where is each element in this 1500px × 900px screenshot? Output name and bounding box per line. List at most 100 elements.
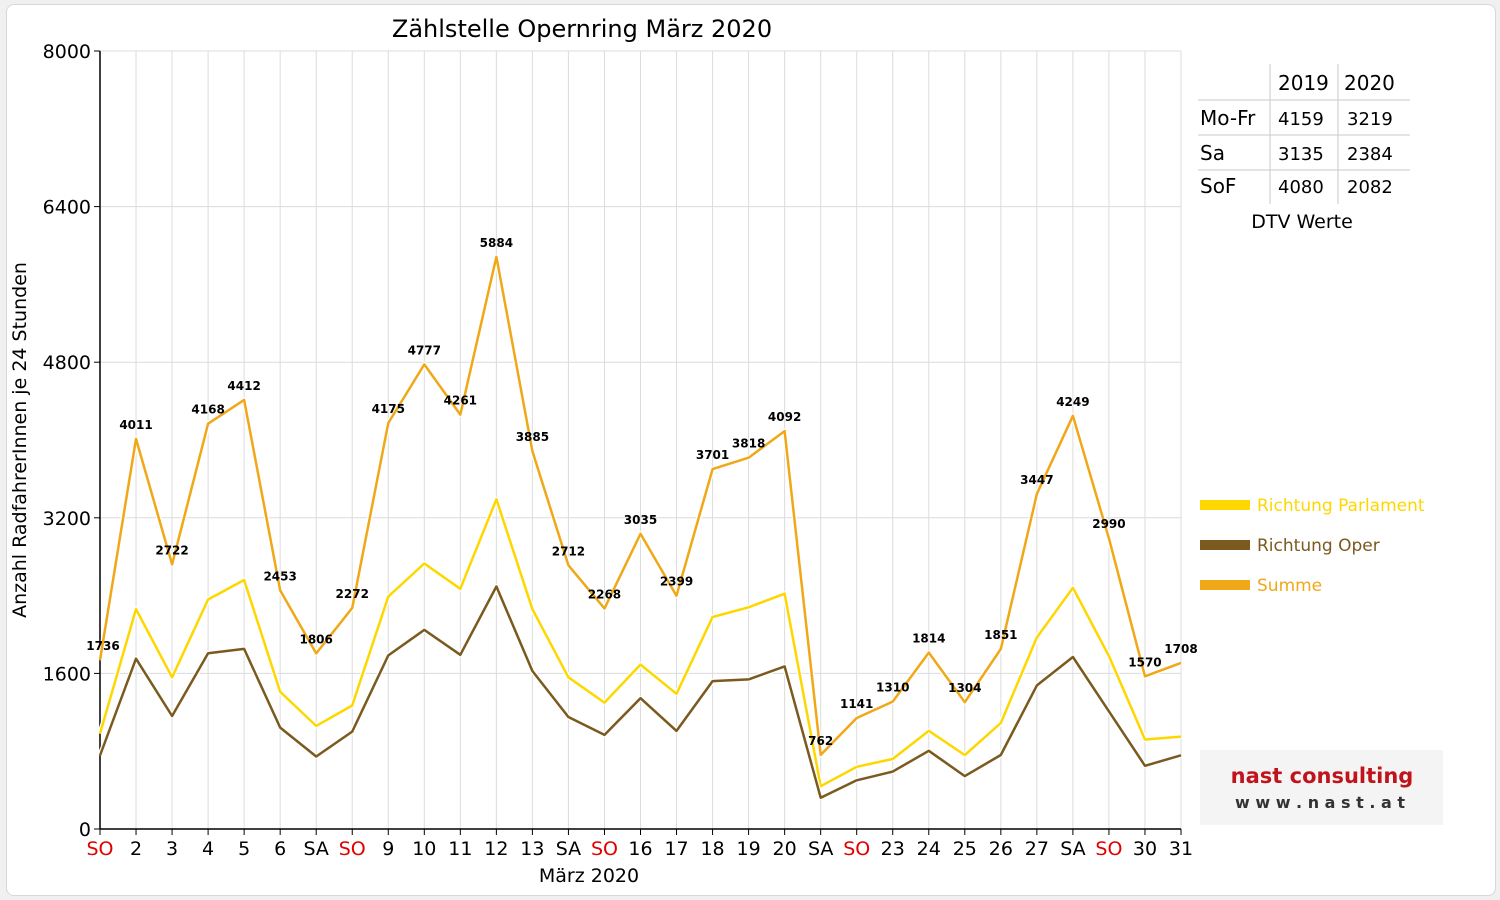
data-label: 4412 bbox=[227, 379, 260, 393]
dtv-table: 2019 2020 Mo-Fr 4159 3219 Sa 3135 2384 S… bbox=[1198, 64, 1410, 233]
x-tick-label: 19 bbox=[737, 838, 761, 860]
x-tick-label: SO bbox=[591, 838, 618, 860]
series-line-richtung-parlament bbox=[98, 498, 1182, 788]
x-tick-label: 6 bbox=[274, 838, 286, 860]
dtv-row-label: Sa bbox=[1200, 141, 1225, 165]
data-label: 1304 bbox=[948, 681, 981, 695]
data-label: 1814 bbox=[912, 632, 945, 646]
y-axis-label: Anzahl RadfahrerInnen je 24 Stunden bbox=[9, 262, 31, 618]
dtv-row-label: SoF bbox=[1200, 174, 1236, 198]
x-tick-label: 17 bbox=[664, 838, 688, 860]
x-tick-label: SO bbox=[86, 838, 113, 860]
data-label: 3701 bbox=[696, 448, 729, 462]
y-tick-label: 3200 bbox=[43, 508, 91, 530]
data-label: 4092 bbox=[768, 410, 801, 424]
data-label: 1141 bbox=[840, 697, 873, 711]
legend-label-summe: Summe bbox=[1257, 576, 1322, 596]
data-label: 1570 bbox=[1128, 655, 1161, 669]
logo-url: w w w . n a s t . a t bbox=[1235, 793, 1405, 812]
data-label: 3818 bbox=[732, 437, 765, 451]
legend: Richtung Parlament Richtung Oper Summe bbox=[1200, 496, 1425, 596]
data-label: 2399 bbox=[660, 575, 693, 589]
legend-swatch-parlament bbox=[1200, 500, 1250, 510]
dtv-row-label: Mo-Fr bbox=[1200, 106, 1256, 130]
dtv-caption: DTV Werte bbox=[1251, 211, 1353, 233]
x-tick-label: 26 bbox=[989, 838, 1013, 860]
x-tick-label: 4 bbox=[202, 838, 214, 860]
x-tick-label: 24 bbox=[917, 838, 941, 860]
legend-swatch-oper bbox=[1200, 540, 1250, 550]
dtv-header-2020: 2020 bbox=[1344, 71, 1395, 95]
x-tick-label: 5 bbox=[238, 838, 250, 860]
series-lines bbox=[97, 254, 1182, 801]
x-tick-label: SA bbox=[556, 838, 581, 860]
nast-consulting-logo: nast consulting w w w . n a s t . a t bbox=[1200, 750, 1443, 825]
dtv-cell: 4080 bbox=[1278, 177, 1324, 198]
data-label: 4261 bbox=[444, 394, 477, 408]
legend-label-parlament: Richtung Parlament bbox=[1257, 496, 1425, 516]
y-tick-label: 1600 bbox=[43, 663, 91, 685]
series-line-summe bbox=[98, 255, 1182, 757]
x-tick-label: 3 bbox=[166, 838, 178, 860]
dtv-cell: 2082 bbox=[1347, 177, 1393, 198]
data-label: 1851 bbox=[984, 628, 1017, 642]
x-axis-label: März 2020 bbox=[539, 865, 639, 887]
data-label: 2268 bbox=[588, 587, 621, 601]
series-line-richtung-oper bbox=[98, 585, 1182, 799]
data-label: 4777 bbox=[408, 343, 441, 357]
data-label: 2722 bbox=[155, 543, 188, 557]
gridlines bbox=[99, 50, 1182, 830]
data-label: 1708 bbox=[1164, 642, 1197, 656]
x-tick-label: 30 bbox=[1133, 838, 1157, 860]
data-label: 4175 bbox=[372, 402, 405, 416]
data-label: 4249 bbox=[1056, 395, 1089, 409]
y-tick-labels: 0 1600 3200 4800 6400 8000 bbox=[43, 41, 91, 841]
x-tick-label: 20 bbox=[773, 838, 797, 860]
data-label: 1736 bbox=[86, 639, 119, 653]
data-label: 762 bbox=[808, 734, 833, 748]
data-label: 1806 bbox=[299, 632, 332, 646]
x-tick-label: 27 bbox=[1025, 838, 1049, 860]
x-tick-label: 25 bbox=[953, 838, 977, 860]
x-tick-label: 23 bbox=[881, 838, 905, 860]
x-tick-label: 18 bbox=[700, 838, 724, 860]
x-tick-label: 12 bbox=[484, 838, 508, 860]
data-label: 2990 bbox=[1092, 517, 1125, 531]
data-label: 3447 bbox=[1020, 473, 1053, 487]
x-tick-label: 16 bbox=[628, 838, 652, 860]
data-label: 2453 bbox=[263, 569, 296, 583]
data-label: 5884 bbox=[480, 236, 513, 250]
data-label: 1310 bbox=[876, 681, 909, 695]
data-label: 4011 bbox=[119, 418, 152, 432]
data-label: 4168 bbox=[191, 403, 224, 417]
x-tick-labels: SO 2 3 4 5 6 SA SO 9 10 11 12 13 SA SO 16 17 18 19 20 SA SO 23… bbox=[86, 838, 1193, 860]
data-label: 2272 bbox=[336, 587, 369, 601]
dtv-cell: 3219 bbox=[1347, 109, 1393, 130]
x-tick-label: 2 bbox=[130, 838, 142, 860]
x-tick-label: SA bbox=[303, 838, 328, 860]
x-tick-label: SO bbox=[843, 838, 870, 860]
x-tick-label: 11 bbox=[448, 838, 472, 860]
x-tick-label: SA bbox=[808, 838, 833, 860]
x-tick-label: SO bbox=[339, 838, 366, 860]
axes bbox=[94, 50, 1182, 835]
legend-swatch-summe bbox=[1200, 580, 1250, 590]
x-tick-label: SO bbox=[1095, 838, 1122, 860]
x-tick-label: SA bbox=[1060, 838, 1085, 860]
y-tick-label: 4800 bbox=[43, 352, 91, 374]
logo-name: nast consulting bbox=[1231, 764, 1414, 788]
data-label: 3885 bbox=[516, 430, 549, 444]
data-label: 2712 bbox=[552, 544, 585, 558]
y-tick-label: 8000 bbox=[43, 41, 91, 63]
y-tick-label: 6400 bbox=[43, 197, 91, 219]
legend-label-oper: Richtung Oper bbox=[1257, 536, 1380, 556]
dtv-header-2019: 2019 bbox=[1278, 71, 1329, 95]
chart-title: Zählstelle Opernring März 2020 bbox=[392, 15, 772, 43]
x-tick-label: 10 bbox=[412, 838, 436, 860]
dtv-cell: 2384 bbox=[1347, 144, 1393, 165]
data-label: 3035 bbox=[624, 513, 657, 527]
dtv-cell: 4159 bbox=[1278, 109, 1324, 130]
